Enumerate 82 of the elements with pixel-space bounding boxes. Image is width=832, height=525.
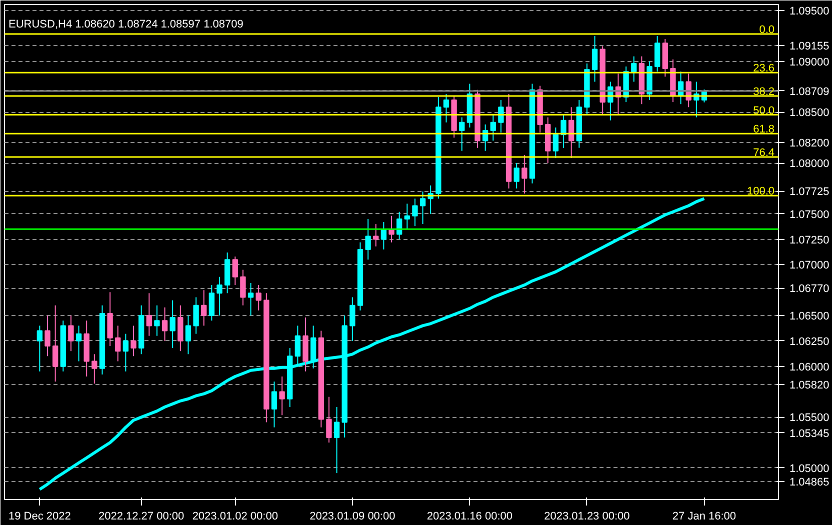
candlestick (560, 114, 566, 148)
y-tick-label: 1.06500 (790, 310, 830, 323)
candlestick (443, 93, 450, 123)
y-tick-label: 1.08000 (790, 158, 830, 170)
candlestick (76, 325, 82, 362)
candlestick (178, 304, 184, 352)
y-tick-label: 1.08709 (790, 86, 830, 98)
line-series (38, 197, 706, 491)
candlestick (279, 376, 285, 416)
candlestick (490, 114, 496, 142)
annotation: 38.2 (753, 86, 775, 98)
candlestick (654, 36, 660, 72)
candlestick (216, 276, 222, 316)
y-tick-label: 1.08200 (790, 138, 830, 150)
candlestick (122, 333, 129, 372)
candlestick (522, 154, 528, 194)
y-tick-label: 1.07725 (790, 186, 830, 198)
y-tick-label: 1.07500 (790, 208, 830, 221)
x-tick-label: 2022.12.27 00:00 (98, 510, 184, 522)
candlestick (326, 396, 332, 444)
y-tick-label: 1.08500 (790, 107, 830, 120)
candlestick (412, 198, 418, 227)
candlestick (130, 325, 136, 357)
y-tick-label: 1.06000 (790, 361, 830, 374)
candlestick (208, 284, 215, 322)
y-tick-label: 1.09500 (790, 6, 830, 18)
candlestick (404, 203, 410, 230)
candlestick (420, 191, 426, 225)
annotation: 61.8 (753, 124, 775, 136)
candlestick (248, 282, 254, 316)
candlestick (552, 126, 559, 158)
x-tick-label: 19 Dec 2022 (8, 510, 71, 522)
candlestick (115, 325, 121, 362)
candlestick (498, 100, 504, 134)
x-tick-label: 2023.01.02 00:00 (192, 510, 278, 522)
x-tick-label: 2023.01.16 00:00 (426, 510, 513, 522)
x-tick-label: 2023.01.23 00:00 (544, 510, 630, 522)
candlestick (256, 284, 262, 311)
candlestick (350, 296, 356, 342)
y-tick-label: 1.09000 (790, 56, 830, 68)
annotation: 76.4 (753, 146, 775, 159)
x-tick-label: 2023.01.09 00:00 (310, 510, 396, 522)
annotation: 50.0 (753, 104, 775, 117)
candlestick (271, 381, 278, 428)
y-tick-label: 1.05500 (790, 412, 830, 424)
y-tick-label: 1.04865 (790, 476, 830, 489)
candlestick (310, 325, 316, 369)
candlestick (294, 325, 301, 367)
candlestick (193, 296, 199, 334)
candlestick (334, 406, 340, 474)
annotation: 23.6 (753, 62, 775, 75)
candlestick (36, 325, 43, 372)
candlestick (232, 256, 238, 286)
y-tick-label: 1.05820 (790, 380, 830, 392)
annotation: 100.0 (746, 186, 775, 198)
candlestick (44, 315, 50, 357)
y-tick-label: 1.05345 (790, 428, 830, 440)
candlestick (92, 354, 98, 384)
candlestick (365, 218, 371, 260)
candlestick (459, 116, 465, 152)
candlestick (154, 304, 160, 336)
candlestick (52, 304, 58, 382)
x-tick-label: 27 Jan 16:00 (672, 510, 736, 522)
candlestick (162, 306, 168, 342)
y-tick-label: 1.06770 (790, 283, 830, 296)
candlestick (514, 162, 520, 189)
candlestick (631, 56, 637, 82)
candlestick (146, 292, 152, 336)
candlestick (201, 290, 207, 326)
y-tick-label: 1.05000 (790, 462, 830, 475)
y-tick-label: 1.06250 (790, 336, 830, 348)
candlestick (68, 315, 74, 352)
y-tick-label: 1.09155 (790, 40, 830, 53)
text: EURUSD,H4 1.08620 1.08724 1.08597 1.08709 (8, 18, 244, 30)
candlestick (592, 36, 598, 82)
candlestick (240, 269, 246, 306)
y-tick-label: 1.07000 (790, 260, 830, 272)
candlestick (170, 300, 176, 349)
annotation: 0.0 (759, 24, 775, 36)
candlestick (185, 315, 192, 355)
candlestick (373, 224, 379, 247)
y-tick-label: 1.07250 (790, 234, 830, 246)
